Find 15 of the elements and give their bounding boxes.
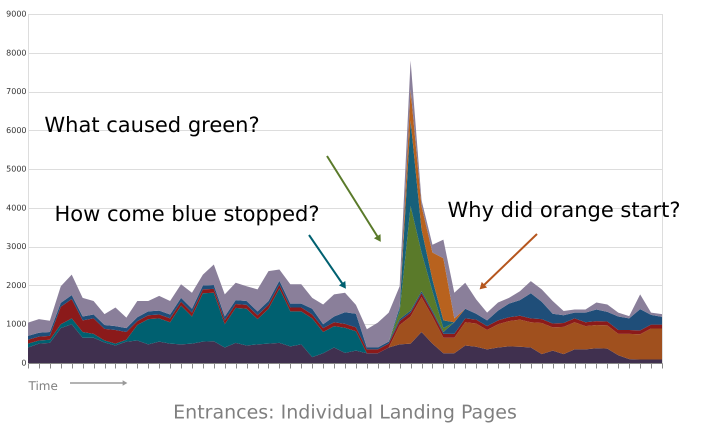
y-tick-label: 1000 (6, 320, 26, 329)
text: Entrances: Individual Landing Pages (173, 402, 517, 424)
y-tick-label: 5000 (6, 164, 26, 174)
y-tick-label: 0 (21, 358, 26, 368)
y-tick-label: 2000 (6, 280, 26, 290)
annotation: What caused green? (44, 113, 260, 137)
y-tick-label: 8000 (6, 48, 26, 58)
y-tick-label: 4000 (6, 203, 26, 212)
y-tick-label: 9000 (6, 10, 26, 18)
y-tick-label: 3000 (6, 242, 26, 252)
y-tick-label: 6000 (6, 126, 26, 135)
y-tick-label: 7000 (6, 87, 26, 96)
x-axis-title: Time (28, 379, 58, 393)
annotation: How come blue stopped? (54, 202, 320, 226)
annotation: Why did orange start? (448, 198, 680, 222)
